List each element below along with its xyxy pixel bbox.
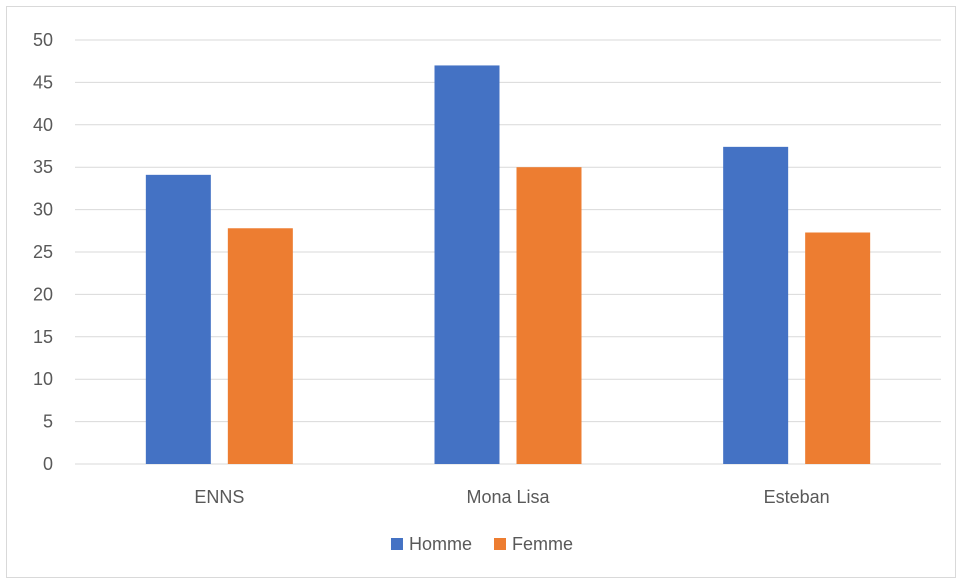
legend-label: Homme xyxy=(409,534,472,554)
bar-homme-mona-lisa xyxy=(434,65,500,464)
y-tick-label: 10 xyxy=(33,369,53,389)
y-tick-label: 35 xyxy=(33,157,53,177)
y-tick-label: 25 xyxy=(33,242,53,262)
bar-femme-esteban xyxy=(805,232,871,464)
x-category-label: Esteban xyxy=(764,487,830,507)
bars xyxy=(145,65,871,464)
legend: Homme Femme xyxy=(390,534,573,554)
legend-item-homme: Homme xyxy=(390,534,472,554)
bar-homme-enns xyxy=(145,174,211,464)
y-tick-label: 5 xyxy=(43,412,53,432)
y-tick-label: 50 xyxy=(33,30,53,50)
legend-swatch xyxy=(390,538,403,550)
legend-swatch xyxy=(494,538,506,550)
y-tick-label: 30 xyxy=(33,200,53,220)
legend-label: Femme xyxy=(512,534,573,554)
bar-femme-mona-lisa xyxy=(516,167,582,464)
x-axis-category-labels: ENNS Mona Lisa Esteban xyxy=(194,487,829,507)
chart-frame: 0 5 10 15 20 25 30 35 40 45 50 ENNS Mona Lisa Esteba… xyxy=(6,6,956,578)
y-tick-label: 0 xyxy=(43,454,53,474)
bar-chart: 0 5 10 15 20 25 30 35 40 45 50 ENNS Mona Lisa Esteba… xyxy=(33,30,941,554)
legend-item-femme: Femme xyxy=(494,534,573,554)
x-category-label: ENNS xyxy=(194,487,244,507)
bar-femme-enns xyxy=(227,228,293,464)
gridlines xyxy=(75,39,941,465)
y-tick-label: 45 xyxy=(33,72,53,92)
y-tick-label: 40 xyxy=(33,115,53,135)
bar-homme-esteban xyxy=(723,146,789,464)
x-category-label: Mona Lisa xyxy=(466,487,550,507)
y-tick-label: 20 xyxy=(33,284,53,304)
y-tick-label: 15 xyxy=(33,327,53,347)
y-axis-tick-labels: 0 5 10 15 20 25 30 35 40 45 50 xyxy=(33,30,53,474)
